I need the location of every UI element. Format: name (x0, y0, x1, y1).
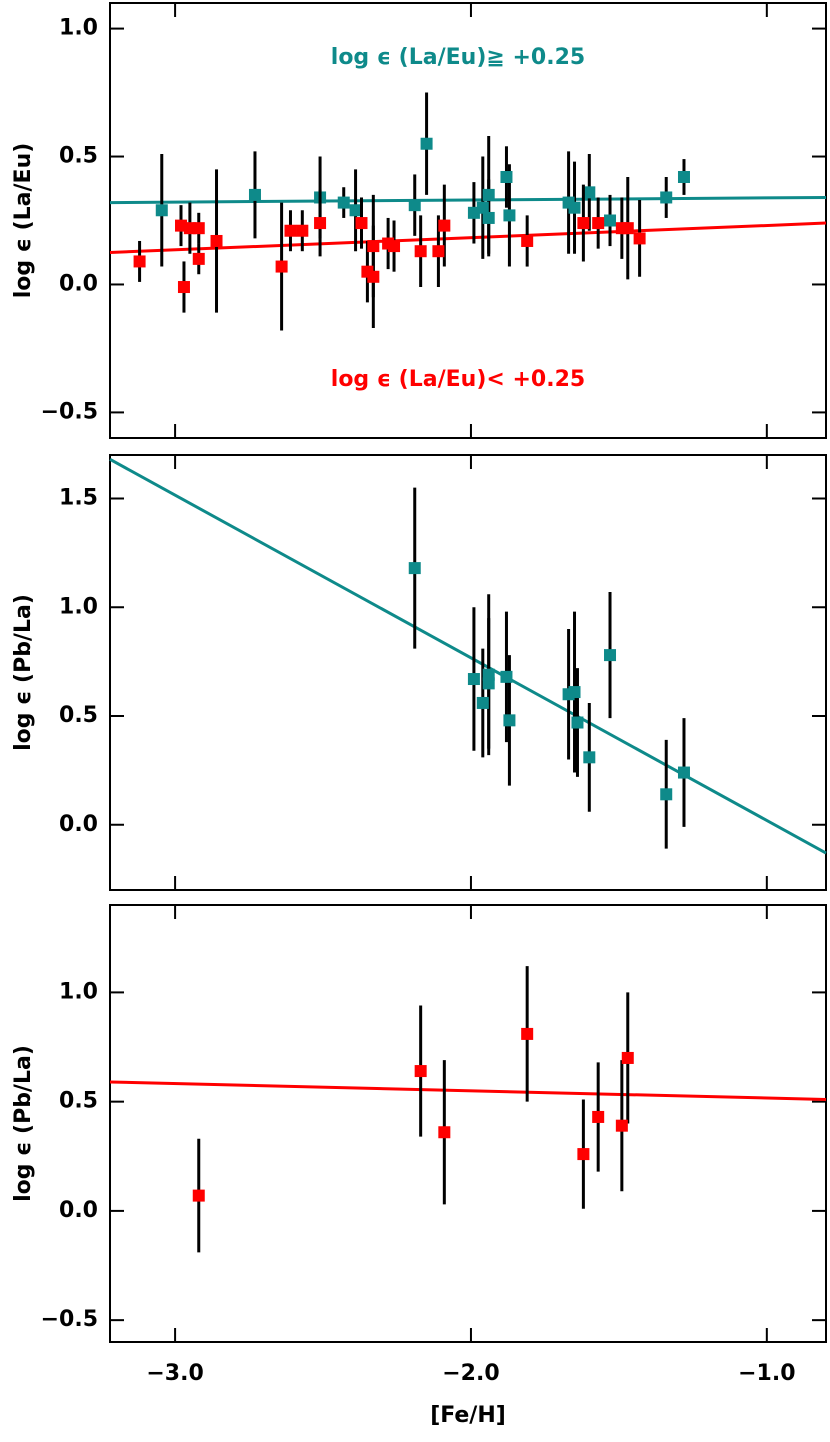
data-point (388, 240, 401, 253)
plot-frame (109, 454, 827, 891)
data-point (133, 255, 146, 268)
fit-line (109, 1080, 827, 1101)
data-point (660, 191, 673, 204)
data-point (615, 1119, 628, 1132)
data-point (503, 209, 516, 222)
data-point (408, 199, 421, 212)
data-point (592, 217, 605, 230)
data-point (521, 234, 534, 247)
data-point (314, 217, 327, 230)
data-point (367, 270, 380, 283)
data-point (503, 714, 516, 727)
y-tick-label: 1.0 (59, 16, 98, 41)
data-point (414, 1065, 427, 1078)
data-point (438, 219, 451, 232)
x-tick-label: −2.0 (442, 1361, 499, 1386)
data-point (192, 1189, 205, 1202)
data-point (568, 201, 581, 214)
fit-line (109, 221, 827, 254)
y-tick-label: 0.5 (59, 144, 98, 169)
data-point (420, 137, 433, 150)
data-point (438, 1126, 451, 1139)
data-point (660, 788, 673, 801)
data-point (210, 234, 223, 247)
data-point (521, 1027, 534, 1040)
data-point (177, 281, 190, 294)
data-point (604, 214, 617, 227)
y-tick-label: −0.5 (41, 1307, 98, 1332)
y-tick-label: 0.0 (59, 1198, 98, 1223)
data-point (355, 217, 368, 230)
data-point (583, 186, 596, 199)
y-tick-label: 1.5 (59, 486, 98, 511)
y-tick-label: 0.0 (59, 812, 98, 837)
data-point (192, 222, 205, 235)
data-point (337, 196, 350, 209)
x-tick-label: −3.0 (146, 1361, 203, 1386)
data-point (476, 201, 489, 214)
y-axis-label: log ϵ (La/Eu) (11, 143, 36, 299)
data-point (476, 696, 489, 709)
data-point (284, 224, 297, 237)
data-point (432, 245, 445, 258)
annotation: log ϵ (La/Eu)< +0.25 (331, 367, 585, 392)
data-point (482, 211, 495, 224)
annotation: log ϵ (La/Eu)≧ +0.25 (331, 45, 585, 70)
data-point (296, 224, 309, 237)
data-point (500, 670, 513, 683)
data-point (621, 222, 634, 235)
data-point (621, 1051, 634, 1064)
y-tick-label: 0.0 (59, 271, 98, 296)
data-point (677, 171, 690, 183)
fit-line (109, 195, 827, 205)
y-tick-label: 0.5 (59, 1089, 98, 1114)
x-tick-label: −1.0 (738, 1361, 795, 1386)
data-point (577, 217, 590, 230)
data-point (592, 1110, 605, 1123)
x-axis-label: [Fe/H] (430, 1403, 506, 1428)
y-tick-label: 0.5 (59, 703, 98, 728)
data-point (677, 766, 690, 779)
data-point (349, 204, 362, 217)
plot-frame (109, 904, 827, 1343)
data-point (577, 1148, 590, 1161)
data-point (367, 240, 380, 253)
fit-line (109, 458, 827, 855)
data-point (633, 232, 646, 245)
data-point (482, 677, 495, 690)
data-point (568, 686, 581, 699)
y-tick-label: 1.0 (59, 594, 98, 619)
data-point (482, 188, 495, 201)
data-point (192, 252, 205, 265)
data-point (583, 751, 596, 764)
data-point (414, 245, 427, 258)
y-axis-label: log ϵ (Pb/La) (11, 1045, 36, 1202)
data-point (275, 260, 288, 273)
data-point (155, 204, 168, 217)
data-point (500, 171, 513, 183)
plot-frame (109, 2, 827, 439)
data-point (408, 562, 421, 575)
data-point (604, 649, 617, 662)
y-tick-label: 1.0 (59, 979, 98, 1004)
data-point (571, 716, 584, 729)
data-point (467, 673, 480, 686)
y-tick-label: −0.5 (41, 399, 98, 424)
y-axis-label: log ϵ (Pb/La) (11, 594, 36, 751)
data-point (248, 188, 261, 201)
